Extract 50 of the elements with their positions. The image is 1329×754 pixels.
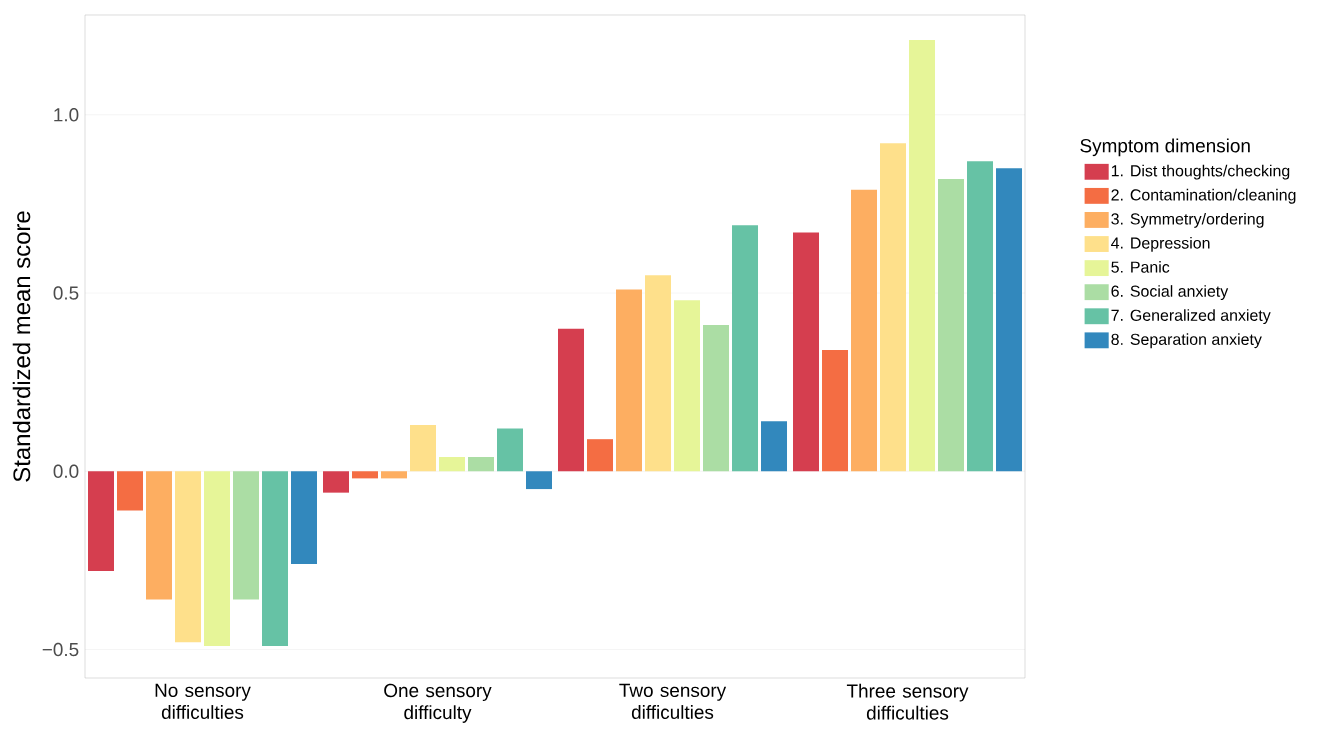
legend-label: 1. Dist thoughts/checking [1111,164,1290,180]
bar [996,168,1023,472]
legend-label: 6. Social anxiety [1111,285,1229,300]
legend-label: 4. Depression [1111,236,1210,252]
bar [822,350,849,472]
bar [703,325,730,472]
bar [262,471,288,646]
bar [117,471,143,511]
legend-title: Symptom dimension [1080,138,1250,157]
legend-label: 7. Generalized anxiety [1111,309,1271,325]
bar [352,471,378,479]
bar [526,471,552,490]
bar [880,143,907,472]
y-tick-label: −0.5 [42,642,79,657]
bar [468,457,494,472]
bar [233,471,259,600]
bar [204,471,230,646]
bar [909,39,936,472]
bar [645,275,672,472]
x-tick-label: One sensory difficulty [384,683,492,723]
bar [558,328,585,472]
legend-label: 3. Symmetry/ordering [1111,212,1264,228]
x-tick-label: Three sensory difficulties [846,683,969,720]
bar [497,428,523,472]
x-tick-label: Two sensory difficulties [619,683,727,719]
legend-label: 2. Contamination/cleaning [1111,188,1296,204]
bar [732,225,759,472]
bar [938,178,965,472]
x-tick-label: No sensory difficulties [155,683,251,719]
bar [291,471,317,564]
bar [323,471,349,493]
bar [851,189,878,472]
y-axis-title: Standardized mean score [12,211,31,482]
bar [88,471,114,572]
y-tick-label: 1.0 [54,108,79,122]
bar [410,424,436,472]
y-tick-label: 0.5 [53,286,79,300]
legend-label: 8. Separation anxiety [1111,333,1262,349]
bar [793,232,820,472]
bar [674,300,701,472]
bar [587,439,614,472]
legend-label: 5. Panic [1111,261,1170,273]
bar [439,457,465,472]
bar [967,161,994,472]
bar [616,289,643,472]
bar [175,471,201,643]
bar [761,421,788,472]
bar [146,471,172,600]
y-tick-label: 0.0 [53,464,79,478]
bar [381,471,407,479]
